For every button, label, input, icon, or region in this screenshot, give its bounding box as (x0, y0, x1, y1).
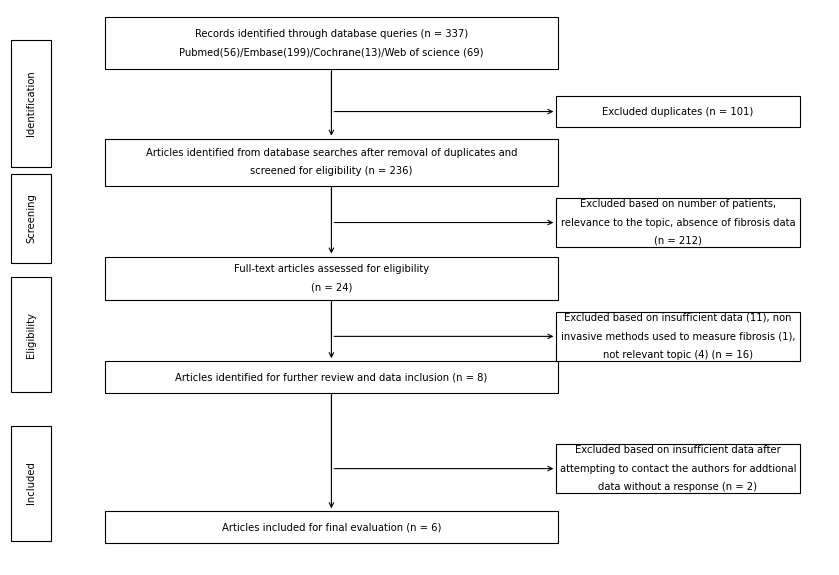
Text: (n = 212): (n = 212) (654, 236, 702, 246)
Text: attempting to contact the authors for addtional: attempting to contact the authors for ad… (560, 463, 796, 474)
Bar (11, 426, 51, 540)
Text: relevance to the topic, absence of fibrosis data: relevance to the topic, absence of fibro… (560, 217, 795, 228)
Text: invasive methods used to measure fibrosis (1),: invasive methods used to measure fibrosi… (560, 331, 795, 342)
Bar (105, 17, 558, 69)
Bar (556, 95, 800, 127)
Text: Eligibility: Eligibility (26, 312, 36, 358)
Text: screened for eligibility (n = 236): screened for eligibility (n = 236) (250, 166, 413, 177)
Text: Screening: Screening (26, 194, 36, 243)
Bar (105, 256, 558, 300)
Bar (105, 139, 558, 186)
Text: data without a response (n = 2): data without a response (n = 2) (598, 482, 758, 492)
Text: Excluded based on number of patients,: Excluded based on number of patients, (580, 199, 776, 209)
Text: Full-text articles assessed for eligibility: Full-text articles assessed for eligibil… (234, 264, 429, 274)
Text: Excluded duplicates (n = 101): Excluded duplicates (n = 101) (602, 106, 753, 117)
Text: Pubmed(56)/Embase(199)/Cochrane(13)/Web of science (69): Pubmed(56)/Embase(199)/Cochrane(13)/Web … (180, 47, 483, 58)
Bar (556, 444, 800, 493)
Text: Articles included for final evaluation (n = 6): Articles included for final evaluation (… (221, 522, 441, 532)
Bar (556, 312, 800, 361)
Text: (n = 24): (n = 24) (310, 282, 352, 293)
Bar (105, 512, 558, 543)
Text: Articles identified from database searches after removal of duplicates and: Articles identified from database search… (146, 148, 517, 158)
Text: not relevant topic (4) (n = 16): not relevant topic (4) (n = 16) (603, 350, 753, 360)
Text: Identification: Identification (26, 71, 36, 136)
Text: Included: Included (26, 462, 36, 504)
Bar (105, 362, 558, 393)
Bar (11, 277, 51, 392)
Bar (11, 40, 51, 167)
Bar (556, 198, 800, 247)
Text: Excluded based on insufficient data (11), non: Excluded based on insufficient data (11)… (564, 313, 792, 323)
Text: Articles identified for further review and data inclusion (n = 8): Articles identified for further review a… (175, 372, 487, 382)
Text: Records identified through database queries (n = 337): Records identified through database quer… (195, 29, 468, 39)
Bar (11, 174, 51, 263)
Text: Excluded based on insufficient data after: Excluded based on insufficient data afte… (575, 445, 781, 455)
